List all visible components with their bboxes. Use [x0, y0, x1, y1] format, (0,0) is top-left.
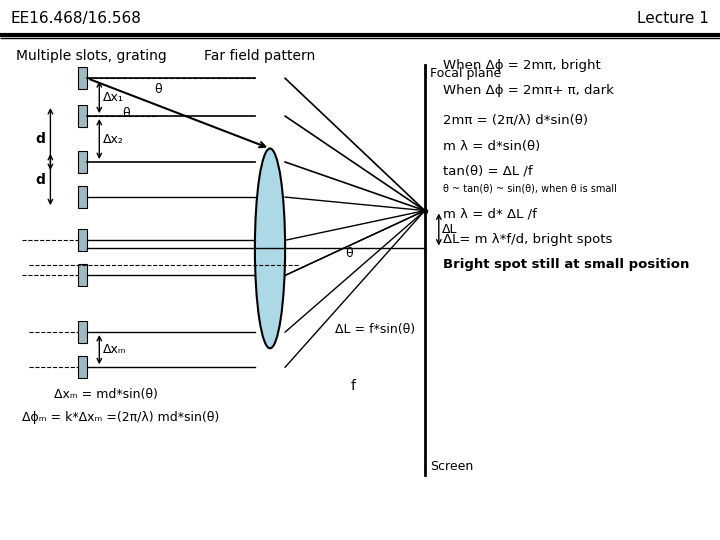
Text: Δx₂: Δx₂	[103, 132, 124, 146]
Text: θ: θ	[122, 107, 130, 120]
Bar	[78, 105, 87, 127]
Text: 2mπ = (2π/λ) d*sin(θ): 2mπ = (2π/λ) d*sin(θ)	[443, 113, 588, 126]
Text: d: d	[35, 132, 45, 146]
Text: EE16.468/16.568: EE16.468/16.568	[11, 11, 142, 26]
Text: Multiple slots, grating: Multiple slots, grating	[16, 49, 166, 63]
Bar	[78, 151, 87, 173]
Bar	[78, 321, 87, 343]
Bar	[78, 265, 87, 286]
Text: m λ = d* ΔL /f: m λ = d* ΔL /f	[443, 208, 536, 221]
Text: Bright spot still at small position: Bright spot still at small position	[443, 258, 689, 271]
Text: ΔL: ΔL	[442, 223, 457, 236]
Text: Focal plane: Focal plane	[430, 68, 501, 80]
Text: θ ~ tan(θ) ~ sin(θ), when θ is small: θ ~ tan(θ) ~ sin(θ), when θ is small	[443, 184, 616, 194]
Text: θ: θ	[155, 83, 162, 96]
Text: Screen: Screen	[430, 460, 473, 472]
Text: d: d	[35, 173, 45, 186]
Bar	[78, 230, 87, 251]
Text: Far field pattern: Far field pattern	[204, 49, 315, 63]
Bar	[78, 356, 87, 378]
Text: ΔL= m λ*f/d, bright spots: ΔL= m λ*f/d, bright spots	[443, 233, 612, 246]
Text: f: f	[351, 379, 355, 393]
Text: θ: θ	[346, 247, 353, 260]
Text: Δxₘ = md*sin(θ): Δxₘ = md*sin(θ)	[54, 388, 158, 401]
Text: When Δϕ = 2mπ+ π, dark: When Δϕ = 2mπ+ π, dark	[443, 84, 613, 97]
Text: tan(θ) = ΔL /f: tan(θ) = ΔL /f	[443, 165, 532, 178]
Bar	[78, 68, 87, 89]
Text: Δϕₘ = k*Δxₘ =(2π/λ) md*sin(θ): Δϕₘ = k*Δxₘ =(2π/λ) md*sin(θ)	[22, 411, 219, 424]
Text: Δx₁: Δx₁	[103, 91, 124, 104]
Text: m λ = d*sin(θ): m λ = d*sin(θ)	[443, 140, 540, 153]
Text: When Δϕ = 2mπ, bright: When Δϕ = 2mπ, bright	[443, 59, 600, 72]
Text: Lecture 1: Lecture 1	[637, 11, 709, 26]
Bar	[78, 186, 87, 208]
Ellipse shape	[255, 148, 285, 348]
Text: Δxₘ: Δxₘ	[103, 343, 127, 356]
Text: ΔL = f*sin(θ): ΔL = f*sin(θ)	[335, 323, 415, 336]
